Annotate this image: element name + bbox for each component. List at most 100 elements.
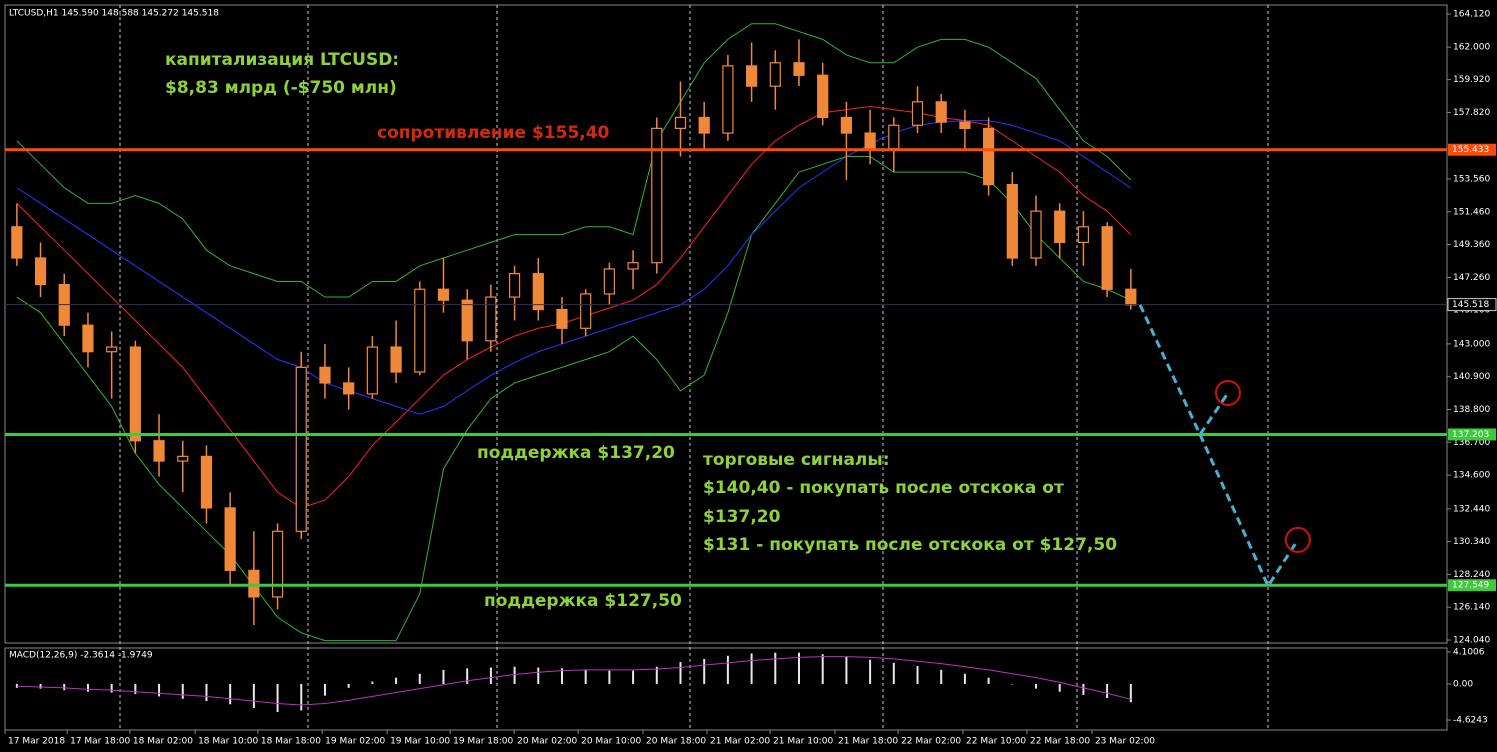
macd-bar — [703, 658, 706, 684]
candle-body — [343, 382, 355, 395]
annotation: капитализация LTCUSD: — [165, 50, 399, 70]
candle-body — [1101, 226, 1113, 290]
annotation: поддержка $127,50 — [484, 591, 682, 611]
macd-bar — [679, 662, 682, 684]
price-panel-frame — [4, 4, 1448, 644]
x-tick-label: 18 Mar 10:00 — [198, 737, 258, 747]
candle-body — [366, 346, 378, 395]
macd-title: MACD(12,26,9) -2.3614 -1.9749 — [9, 651, 153, 661]
candle-body — [959, 121, 971, 129]
candle-body — [34, 257, 47, 286]
macd-bar — [916, 665, 919, 684]
candle-body — [603, 268, 615, 295]
y-tick-label: 136.700 — [1453, 438, 1490, 448]
y-tick-label: 128.240 — [1453, 570, 1490, 580]
macd-bar — [726, 655, 729, 684]
y-tick-label: 147.260 — [1453, 273, 1490, 283]
x-tick-label: 19 Mar 10:00 — [390, 737, 450, 747]
candle-body — [864, 132, 876, 150]
indicator-line — [16, 23, 1132, 298]
candle-body — [1125, 288, 1137, 306]
macd-bar — [110, 683, 113, 693]
level-box — [1448, 143, 1496, 156]
x-tick-label: 17 Mar 2018 — [8, 737, 65, 747]
macd-bar — [1082, 683, 1085, 695]
macd-bar — [869, 659, 872, 684]
candle-body — [1077, 226, 1090, 243]
candle-body — [153, 440, 165, 462]
candle-body — [698, 116, 710, 134]
macd-bar — [821, 654, 824, 684]
y-tick-label: 4.1006 — [1453, 647, 1485, 657]
annotation: поддержка $137,20 — [477, 443, 675, 463]
candle-body — [651, 127, 663, 264]
candle-body — [1030, 210, 1042, 259]
macd-bar — [940, 669, 943, 684]
macd-bar — [560, 668, 563, 684]
macd-bar — [1129, 683, 1132, 703]
macd-bar — [632, 670, 635, 684]
annotation: сопротивление $155,40 — [377, 123, 610, 143]
y-tick-label: 149.360 — [1453, 240, 1490, 250]
candle-body — [82, 324, 94, 353]
candle-body — [793, 62, 805, 76]
level-label: 137.203 — [1452, 430, 1489, 440]
y-tick-label: 157.820 — [1453, 108, 1490, 118]
candle-body — [485, 296, 497, 342]
candle-body — [271, 530, 284, 598]
x-tick-label: 22 Mar 10:00 — [966, 737, 1026, 747]
indicator-line — [16, 155, 1132, 642]
candle-body — [390, 346, 402, 373]
last-price-label: 145.518 — [1452, 300, 1489, 310]
x-tick-label: 18 Mar 02:00 — [133, 737, 193, 747]
macd-bar — [86, 683, 89, 692]
y-tick-label: 162.000 — [1453, 43, 1490, 53]
macd-bar — [798, 652, 801, 684]
candle-body — [1054, 210, 1066, 243]
macd-bar — [489, 667, 492, 684]
level-box — [1448, 579, 1496, 592]
annotation: торговые сигналы: — [703, 450, 890, 470]
macd-bar — [181, 683, 184, 699]
candle-body — [319, 366, 331, 384]
macd-bar — [323, 683, 326, 696]
forecast-line — [1198, 433, 1300, 590]
macd-bar — [513, 666, 516, 684]
y-tick-label: 124.040 — [1453, 636, 1490, 646]
chart-title: LTCUSD,H1 145.590 148.588 145.272 145.51… — [9, 9, 219, 19]
candle-body — [508, 273, 521, 298]
y-tick-label: 126.140 — [1453, 603, 1490, 613]
y-tick-label: 140.900 — [1453, 372, 1490, 382]
candle-body — [769, 62, 781, 87]
candle-body — [556, 308, 568, 329]
macd-bar — [1106, 683, 1109, 698]
macd-bar — [276, 683, 279, 713]
candle-body — [911, 101, 924, 126]
plot — [11, 23, 1137, 713]
macd-bar — [63, 683, 66, 691]
y-tick-label: 151.460 — [1453, 207, 1490, 217]
candle-body — [248, 569, 260, 598]
candle-body — [817, 74, 829, 119]
y-tick-label: -4.6243 — [1453, 716, 1488, 726]
candle-body — [461, 299, 473, 342]
x-tick-label: 19 Mar 18:00 — [453, 737, 513, 747]
y-tick-label: 164.120 — [1453, 10, 1490, 20]
macd-bar — [347, 683, 350, 688]
macd-bar — [987, 677, 990, 684]
y-tick-label: 130.340 — [1453, 537, 1490, 547]
x-tick-label: 20 Mar 18:00 — [646, 737, 706, 747]
candle-body — [437, 288, 450, 301]
macd-bar — [15, 683, 18, 688]
candle-body — [840, 116, 853, 134]
x-tick-label: 21 Mar 18:00 — [838, 737, 898, 747]
candle-body — [745, 65, 758, 87]
y-tick-label: 134.600 — [1453, 471, 1490, 481]
candle-body — [129, 346, 141, 442]
x-tick-label: 21 Mar 02:00 — [710, 737, 770, 747]
macd-bar — [371, 681, 374, 684]
y-tick-label: 132.440 — [1453, 504, 1490, 514]
candle-body — [580, 293, 592, 329]
x-tick-label: 21 Mar 10:00 — [773, 737, 833, 747]
x-tick-label: 19 Mar 02:00 — [325, 737, 385, 747]
